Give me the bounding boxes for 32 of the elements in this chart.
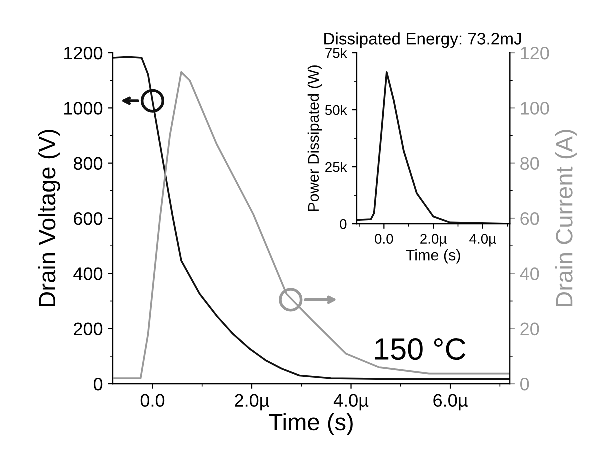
- y2-tick-label: 120: [521, 46, 550, 60]
- x-tick-label: 0.0: [140, 394, 165, 407]
- y-tick-label: 800: [74, 157, 103, 170]
- y2-tick-label: 0: [520, 378, 530, 391]
- x-tick-label: 6.0µ: [434, 394, 468, 411]
- x-tick-label: 2.0µ: [235, 394, 270, 411]
- y2-axis-title: Drain Current (A): [555, 130, 578, 306]
- y-axis-title: Power Dissipated (W): [308, 66, 322, 212]
- y-tick-label: 75k: [326, 48, 348, 58]
- y-tick-label: 400: [74, 268, 103, 280]
- y-tick-label: 50k: [325, 104, 348, 116]
- y-tick-label: 600: [74, 212, 103, 226]
- y-tick-label: 0: [340, 219, 347, 230]
- y-tick-label: 0: [94, 378, 103, 391]
- y2-tick-label: 60: [520, 212, 540, 226]
- y-tick-label: 25k: [326, 162, 348, 172]
- annotation: 150 °C: [375, 338, 466, 360]
- y-tick-label: 1000: [64, 102, 103, 115]
- y-tick-label: 200: [74, 322, 103, 336]
- x-tick-label: 0.0: [375, 234, 394, 244]
- y-tick-label: 1200: [64, 46, 103, 60]
- y-axis-title: Drain Voltage (V): [38, 130, 60, 306]
- x-axis-title: Time (s): [406, 249, 460, 264]
- y2-tick-label: 80: [520, 157, 540, 170]
- y2-tick-label: 100: [521, 102, 550, 115]
- y2-tick-label: 40: [520, 268, 540, 280]
- x-axis-title: Time (s): [269, 413, 353, 436]
- x-tick-label: 4.0µ: [470, 234, 496, 247]
- chart-title: Dissipated Energy: 73.2mJ: [324, 32, 522, 48]
- x-tick-label: 4.0µ: [334, 394, 369, 411]
- x-tick-label: 2.0µ: [420, 234, 447, 247]
- y2-tick-label: 20: [520, 322, 540, 336]
